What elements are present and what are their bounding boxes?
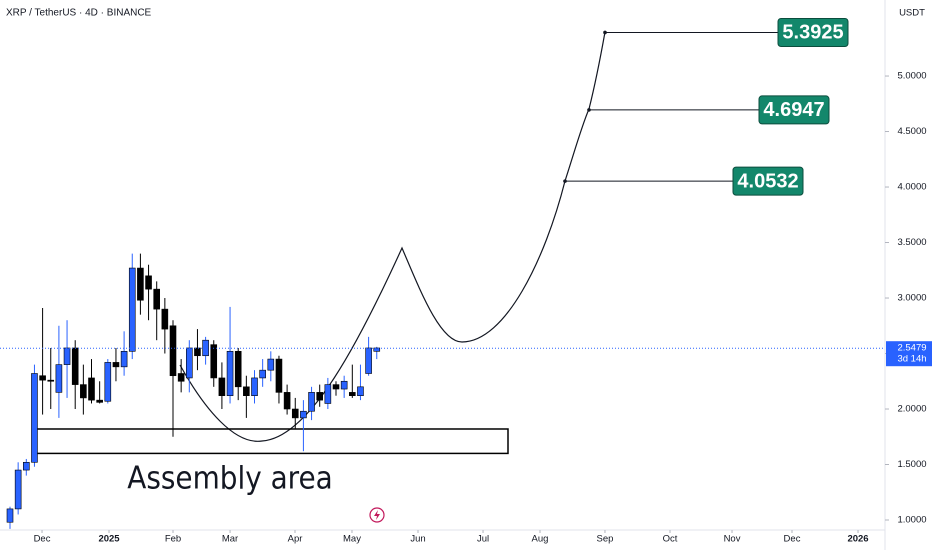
candle-body bbox=[112, 362, 120, 368]
y-tick-label: 1.0000 bbox=[897, 515, 926, 526]
x-tick-label: Jul bbox=[477, 534, 489, 545]
last-price-box bbox=[886, 341, 932, 367]
x-tick-label: Dec bbox=[784, 534, 801, 545]
projection-curve bbox=[179, 31, 606, 442]
candle-body bbox=[218, 377, 226, 396]
candle-body bbox=[365, 347, 372, 374]
candle-body bbox=[169, 325, 177, 377]
candle-body bbox=[259, 369, 266, 379]
y-tick-label: 1.5000 bbox=[897, 459, 926, 470]
x-tick-label: May bbox=[343, 534, 361, 545]
candle-body bbox=[324, 384, 332, 404]
x-tick-label: Oct bbox=[663, 534, 678, 545]
y-tick-label: 3.5000 bbox=[897, 237, 926, 248]
target-dot bbox=[563, 179, 567, 183]
x-tick-label: 2026 bbox=[847, 534, 868, 545]
x-tick-label: 2025 bbox=[98, 534, 120, 545]
x-tick-label: Apr bbox=[288, 534, 303, 545]
last-price-label: 2.5479 bbox=[897, 343, 926, 354]
candle-body bbox=[96, 399, 103, 403]
y-tick-label: 2.0000 bbox=[897, 404, 926, 415]
x-tick-label: Dec bbox=[34, 534, 51, 545]
candle-body bbox=[120, 350, 128, 368]
candle-body bbox=[316, 392, 324, 401]
target-box bbox=[777, 17, 849, 47]
candle-body bbox=[137, 267, 144, 301]
x-tick-label: Mar bbox=[222, 534, 238, 545]
candle-body bbox=[177, 373, 185, 382]
target-box bbox=[758, 95, 830, 125]
replay-icon[interactable] bbox=[369, 507, 385, 523]
candle-body bbox=[14, 469, 22, 510]
candle-body bbox=[161, 308, 169, 330]
candle-body bbox=[194, 347, 201, 357]
candle-body bbox=[71, 347, 79, 385]
zone-label: Assembly area bbox=[127, 461, 332, 497]
candle-body bbox=[308, 392, 315, 412]
candle-body bbox=[373, 347, 381, 352]
target-box bbox=[732, 166, 804, 196]
chart-title: XRP / TetherUS · 4D · BINANCE bbox=[6, 8, 152, 19]
candle-body bbox=[47, 379, 55, 382]
candle-body bbox=[243, 386, 250, 396]
y-tick-label: 4.0000 bbox=[897, 182, 926, 193]
candle-body bbox=[340, 380, 348, 390]
candle-body bbox=[234, 350, 242, 388]
candle-body bbox=[104, 362, 112, 402]
candle-body bbox=[226, 350, 234, 396]
candle-body bbox=[153, 288, 161, 310]
candle-body bbox=[63, 347, 71, 365]
countdown-label: 3d 14h bbox=[897, 354, 926, 365]
target-label: 4.6947 bbox=[763, 99, 824, 121]
candle-body bbox=[251, 377, 258, 396]
y-tick-label: 4.5000 bbox=[897, 126, 926, 137]
candle-body bbox=[31, 373, 38, 463]
candle-body bbox=[349, 392, 356, 396]
x-tick-label: Nov bbox=[724, 534, 741, 545]
target-label: 5.3925 bbox=[782, 22, 843, 44]
candle-body bbox=[267, 358, 275, 371]
candle-body bbox=[283, 392, 291, 410]
candle-body bbox=[23, 461, 30, 471]
x-tick-label: Feb bbox=[165, 534, 181, 545]
candle-body bbox=[332, 384, 340, 390]
candle-body bbox=[291, 408, 299, 419]
candle-body bbox=[210, 344, 218, 379]
candle-body bbox=[55, 364, 63, 393]
candle-body bbox=[6, 508, 14, 523]
target-dot bbox=[603, 30, 607, 35]
x-tick-label: Jun bbox=[410, 534, 425, 545]
candle-body bbox=[275, 358, 283, 393]
target-dot bbox=[587, 108, 591, 112]
candle-body bbox=[357, 386, 364, 396]
x-tick-label: Aug bbox=[532, 534, 549, 545]
candle-body bbox=[300, 410, 307, 419]
candle-body bbox=[39, 375, 46, 381]
y-tick-label: 3.0000 bbox=[897, 293, 926, 304]
currency-label: USDT bbox=[899, 8, 925, 19]
x-tick-label: Sep bbox=[597, 534, 614, 545]
candle-body bbox=[128, 267, 136, 352]
candle-body bbox=[186, 347, 193, 379]
y-tick-label: 5.0000 bbox=[897, 71, 926, 82]
candle-body bbox=[145, 275, 152, 290]
candle-body bbox=[80, 384, 87, 399]
candle-body bbox=[202, 339, 209, 357]
candle-body bbox=[88, 377, 95, 401]
target-label: 4.0532 bbox=[737, 170, 798, 192]
